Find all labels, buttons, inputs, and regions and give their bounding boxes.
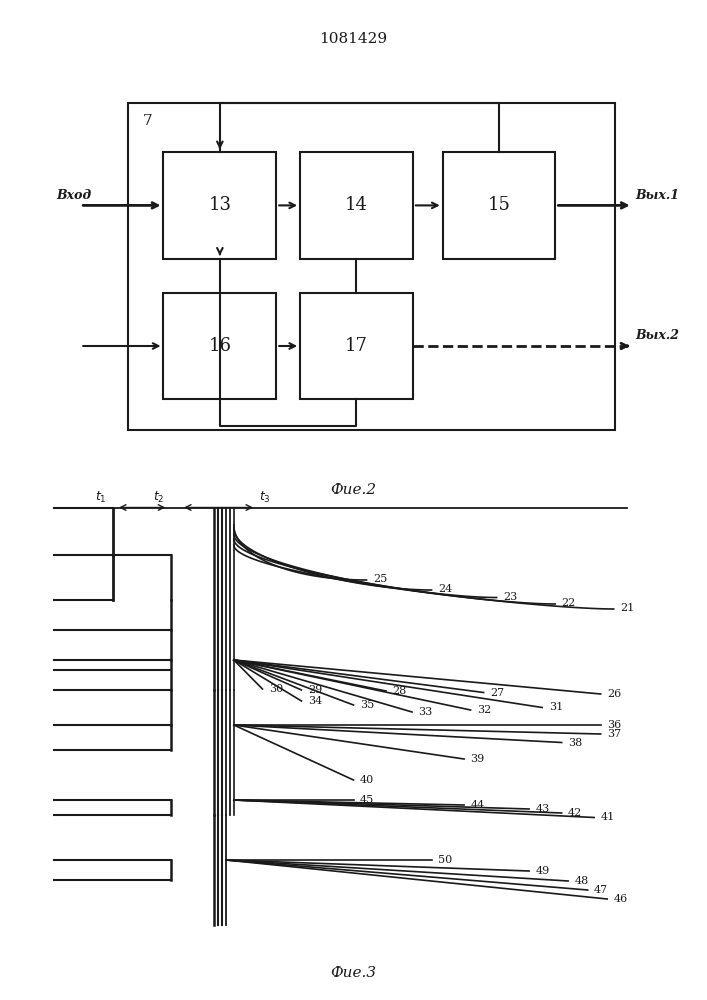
Text: 49: 49 — [536, 866, 550, 876]
Text: 23: 23 — [503, 591, 518, 601]
Text: 30: 30 — [269, 684, 284, 694]
Text: 22: 22 — [561, 598, 576, 608]
Text: 24: 24 — [438, 584, 452, 594]
Text: 47: 47 — [594, 885, 608, 895]
Text: 27: 27 — [490, 688, 504, 698]
Text: 21: 21 — [620, 603, 634, 613]
Text: $t_3$: $t_3$ — [259, 490, 271, 505]
Text: 15: 15 — [488, 196, 510, 214]
Text: 32: 32 — [477, 705, 491, 715]
Text: 31: 31 — [549, 702, 563, 712]
Text: 41: 41 — [601, 812, 615, 822]
Text: 29: 29 — [308, 685, 322, 695]
Text: 48: 48 — [575, 876, 589, 886]
Text: 25: 25 — [373, 574, 387, 584]
FancyBboxPatch shape — [163, 293, 276, 399]
Text: 46: 46 — [614, 894, 628, 904]
Text: 17: 17 — [345, 337, 368, 355]
Text: 45: 45 — [360, 795, 374, 805]
Text: 44: 44 — [471, 800, 485, 810]
Text: Фие.3: Фие.3 — [330, 966, 377, 980]
FancyBboxPatch shape — [300, 152, 413, 259]
Text: 34: 34 — [308, 696, 322, 706]
Text: Фие.2: Фие.2 — [330, 483, 377, 497]
Text: Вход: Вход — [57, 189, 92, 202]
Text: 43: 43 — [536, 804, 550, 814]
Text: 13: 13 — [209, 196, 231, 214]
Text: 28: 28 — [392, 686, 407, 696]
Text: 1081429: 1081429 — [320, 32, 387, 46]
Text: 33: 33 — [419, 707, 433, 717]
Text: 50: 50 — [438, 855, 452, 865]
Text: $t_2$: $t_2$ — [153, 490, 165, 505]
Text: 39: 39 — [471, 754, 485, 764]
Text: 38: 38 — [568, 738, 583, 748]
Text: 26: 26 — [607, 689, 621, 699]
Text: 37: 37 — [607, 729, 621, 739]
Text: 16: 16 — [209, 337, 231, 355]
Text: $t_1$: $t_1$ — [95, 490, 106, 505]
Text: 35: 35 — [360, 700, 374, 710]
Text: Вых.1: Вых.1 — [636, 189, 679, 202]
FancyBboxPatch shape — [443, 152, 556, 259]
Text: 42: 42 — [568, 808, 583, 818]
Text: Вых.2: Вых.2 — [636, 329, 679, 342]
FancyBboxPatch shape — [163, 152, 276, 259]
Text: 40: 40 — [360, 775, 374, 785]
Text: 7: 7 — [143, 114, 152, 128]
Text: 14: 14 — [345, 196, 368, 214]
Text: 36: 36 — [607, 720, 621, 730]
FancyBboxPatch shape — [300, 293, 413, 399]
